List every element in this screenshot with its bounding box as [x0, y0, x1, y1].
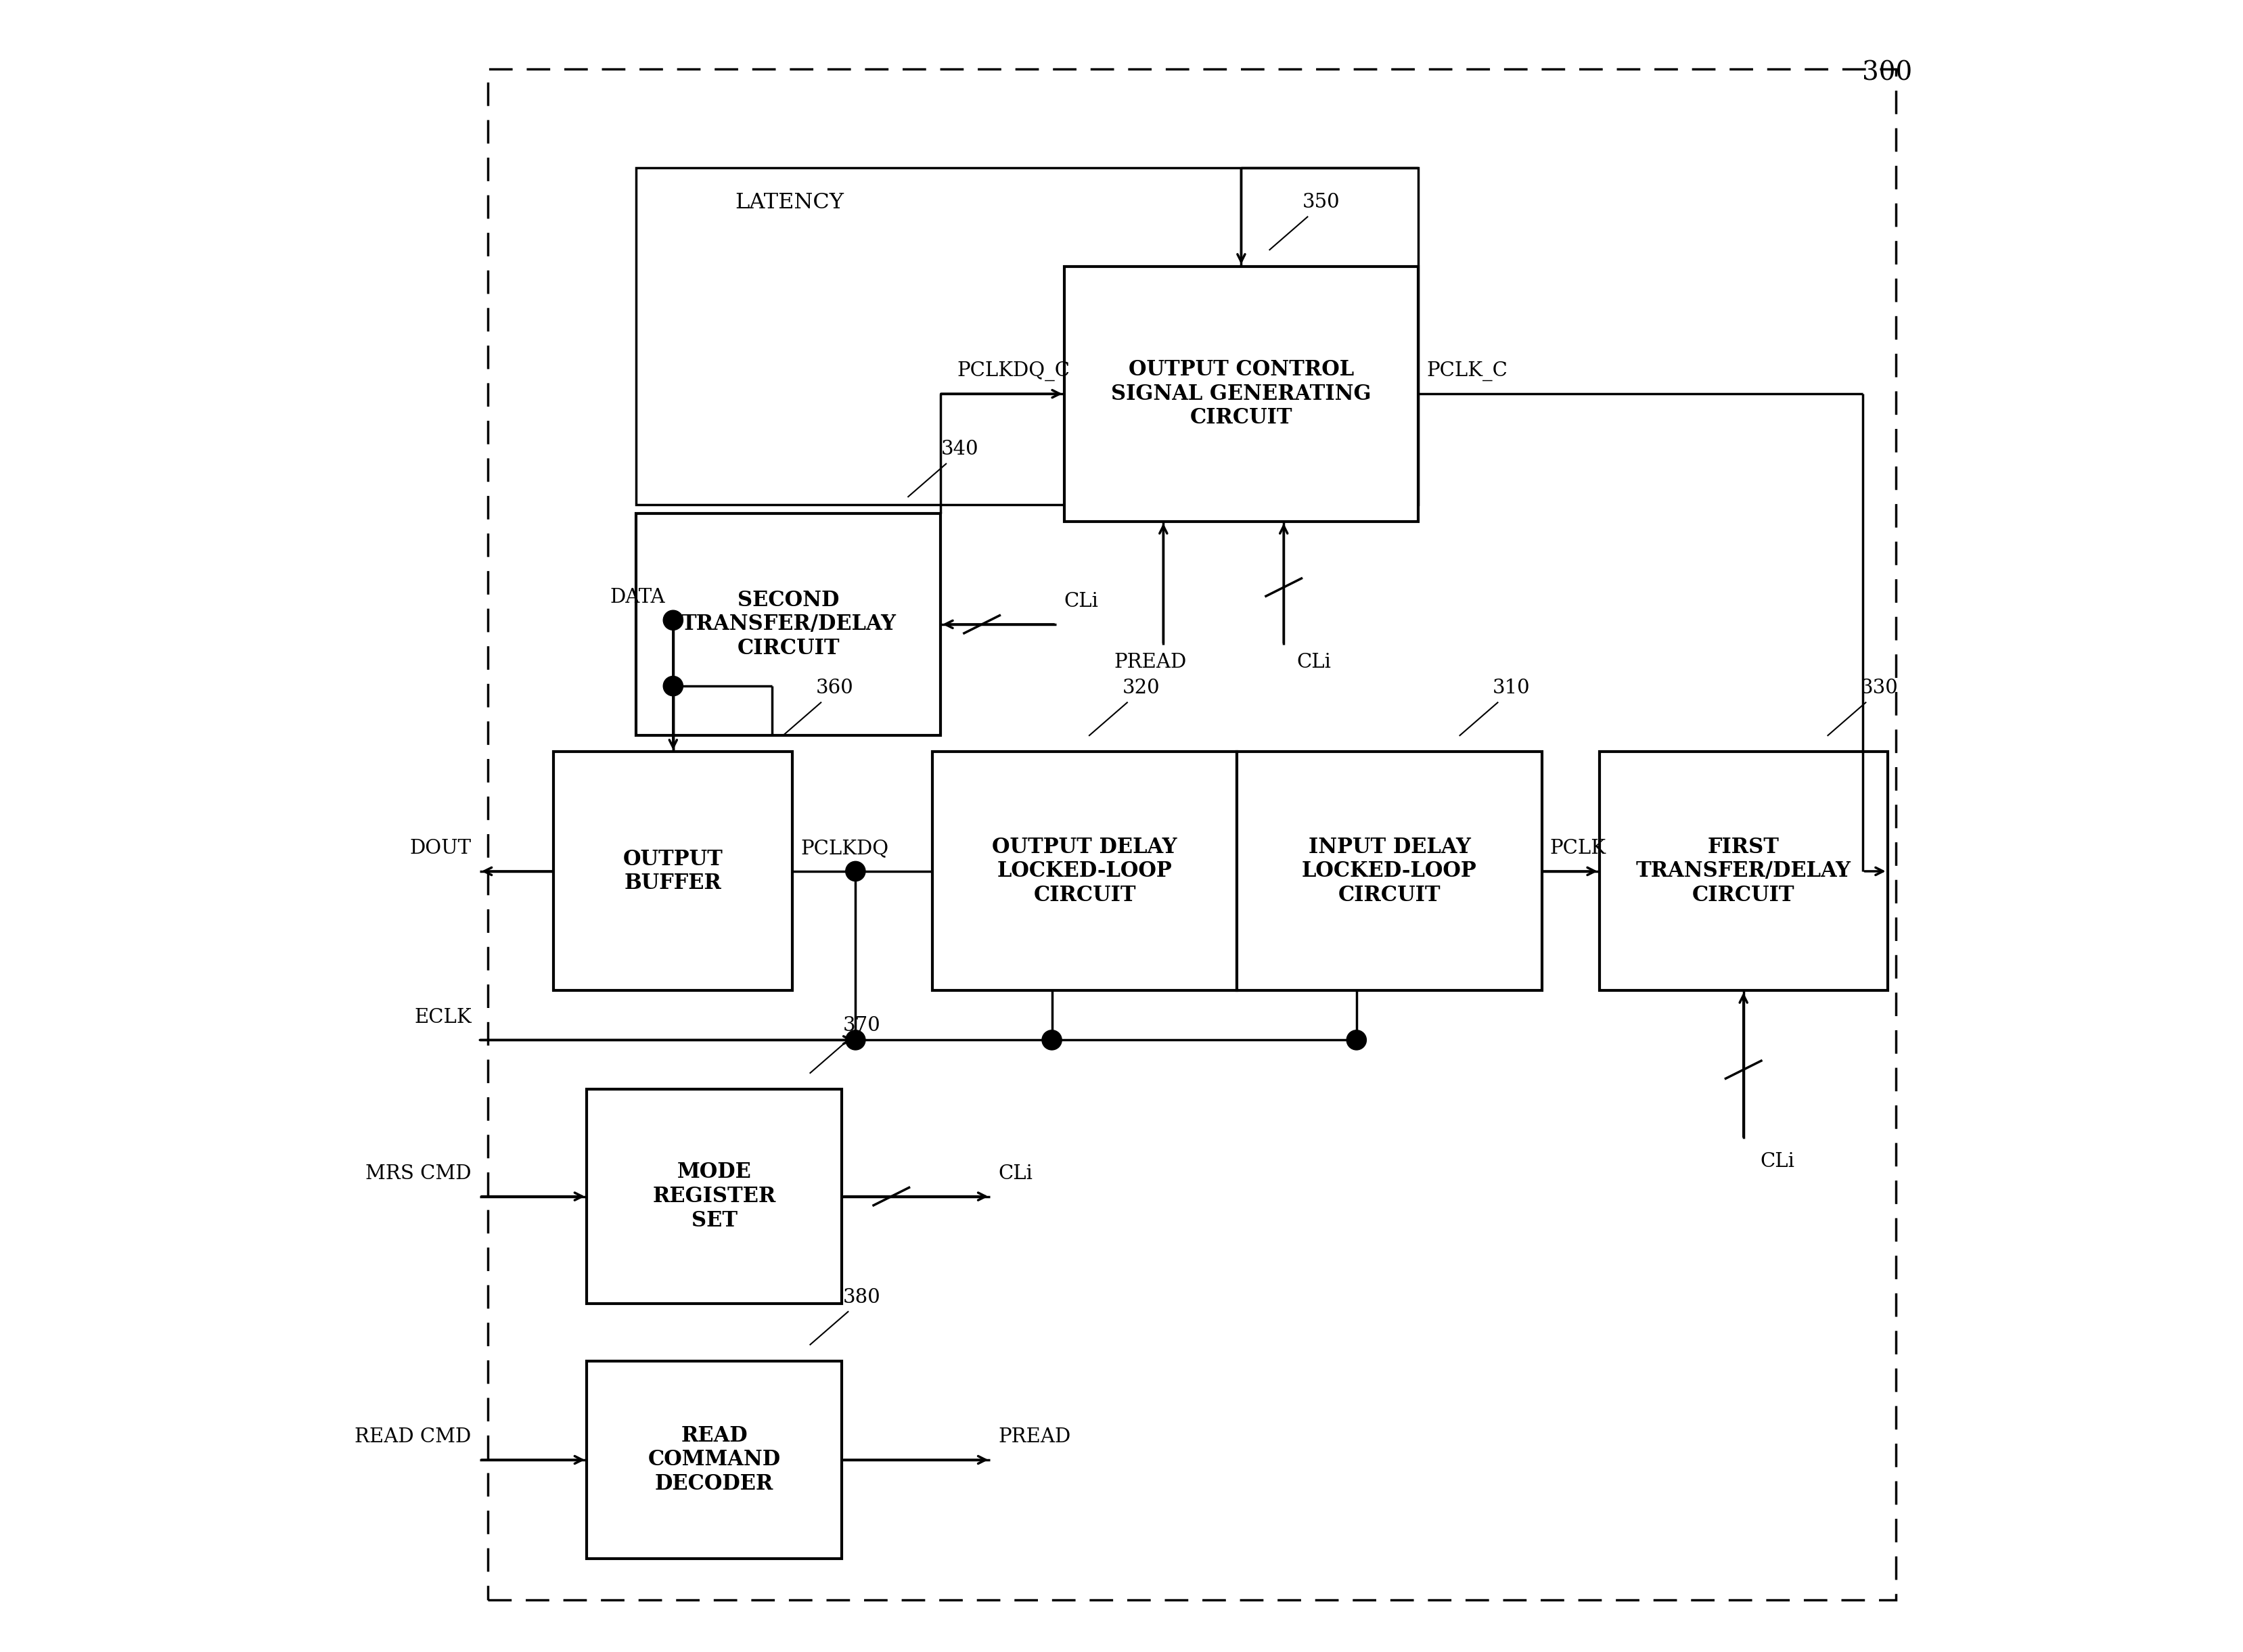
- Text: 370: 370: [843, 1016, 881, 1036]
- Bar: [487, 69, 1895, 1599]
- Text: FIRST
TRANSFER/DELAY
CIRCUIT: FIRST TRANSFER/DELAY CIRCUIT: [1635, 836, 1850, 905]
- Text: LATENCY: LATENCY: [736, 192, 843, 213]
- Circle shape: [664, 610, 682, 629]
- Text: 380: 380: [843, 1289, 881, 1307]
- Text: 350: 350: [1303, 193, 1339, 211]
- Text: 300: 300: [1862, 61, 1911, 86]
- Text: PCLKDQ: PCLKDQ: [801, 839, 888, 857]
- Text: SECOND
TRANSFER/DELAY
CIRCUIT: SECOND TRANSFER/DELAY CIRCUIT: [680, 590, 895, 659]
- Text: 360: 360: [816, 679, 852, 697]
- Bar: [1063, 266, 1418, 522]
- Text: CLi: CLi: [1296, 653, 1330, 672]
- Circle shape: [846, 861, 866, 881]
- Text: MODE
REGISTER
SET: MODE REGISTER SET: [653, 1161, 776, 1231]
- Bar: [585, 1089, 841, 1303]
- Text: DATA: DATA: [610, 588, 664, 606]
- Text: INPUT DELAY
LOCKED-LOOP
CIRCUIT: INPUT DELAY LOCKED-LOOP CIRCUIT: [1301, 836, 1476, 905]
- Bar: [554, 752, 792, 991]
- Text: OUTPUT
BUFFER: OUTPUT BUFFER: [624, 849, 722, 894]
- Text: READ
COMMAND
DECODER: READ COMMAND DECODER: [648, 1426, 781, 1495]
- Text: CLi: CLi: [998, 1165, 1032, 1183]
- Circle shape: [846, 1031, 866, 1051]
- Text: 320: 320: [1122, 679, 1160, 697]
- Text: PCLKDQ_C: PCLKDQ_C: [958, 360, 1070, 380]
- Text: DOUT: DOUT: [410, 839, 471, 857]
- Text: OUTPUT CONTROL
SIGNAL GENERATING
CIRCUIT: OUTPUT CONTROL SIGNAL GENERATING CIRCUIT: [1110, 358, 1370, 428]
- Bar: [585, 1361, 841, 1558]
- Text: PREAD: PREAD: [998, 1427, 1070, 1447]
- Text: ECLK: ECLK: [415, 1008, 471, 1028]
- Text: PCLK_C: PCLK_C: [1427, 360, 1507, 380]
- Text: CLi: CLi: [1063, 591, 1099, 611]
- Bar: [1599, 752, 1886, 991]
- Circle shape: [1041, 1031, 1061, 1051]
- Bar: [635, 167, 1418, 506]
- Circle shape: [1346, 1031, 1366, 1051]
- Text: READ CMD: READ CMD: [354, 1427, 471, 1447]
- Text: CLi: CLi: [1759, 1151, 1794, 1171]
- Text: 340: 340: [940, 439, 978, 459]
- Text: PREAD: PREAD: [1113, 653, 1187, 672]
- Text: OUTPUT DELAY
LOCKED-LOOP
CIRCUIT: OUTPUT DELAY LOCKED-LOOP CIRCUIT: [991, 836, 1178, 905]
- Text: 310: 310: [1492, 679, 1530, 697]
- Bar: [933, 752, 1236, 991]
- Bar: [1236, 752, 1541, 991]
- Text: MRS CMD: MRS CMD: [366, 1165, 471, 1183]
- Text: PCLK: PCLK: [1550, 839, 1606, 857]
- Bar: [635, 514, 940, 735]
- Circle shape: [664, 676, 682, 695]
- Text: 330: 330: [1859, 679, 1898, 697]
